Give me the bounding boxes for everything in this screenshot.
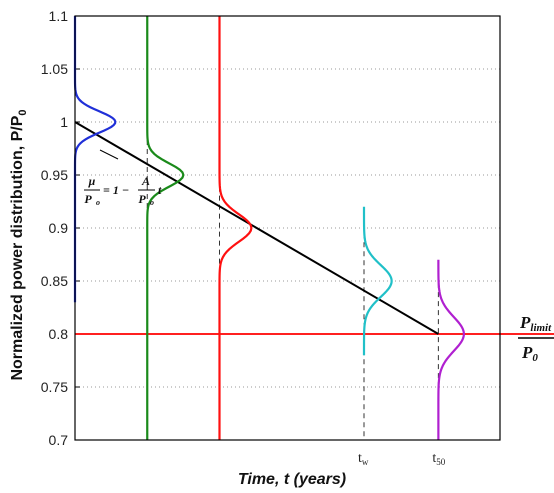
limit-den-sub: 0 bbox=[532, 352, 538, 364]
limit-num-sub: limit bbox=[530, 322, 552, 334]
limit-num: Plimit bbox=[519, 313, 552, 334]
distribution-curve bbox=[362, 206, 393, 356]
distribution-series bbox=[73, 16, 465, 440]
y-tick-label: 1.05 bbox=[41, 61, 68, 77]
distribution-curve bbox=[218, 16, 253, 440]
y-axis-title: Normalized power distribution, P/P0 bbox=[9, 109, 29, 380]
distribution-curve bbox=[437, 259, 465, 440]
y-tick-label: 0.9 bbox=[49, 220, 69, 236]
equation-pointer bbox=[99, 149, 119, 160]
y-tick-label: 1.1 bbox=[49, 8, 69, 24]
x-marker-sub: w bbox=[362, 457, 369, 467]
eq-mu: μ bbox=[88, 174, 96, 188]
limit-ratio-label: Plimit P0 bbox=[518, 313, 554, 364]
y-tick-label: 0.7 bbox=[49, 432, 69, 448]
y-axis-ticks: 0.7 0.75 0.8 0.85 0.9 0.95 1 1.05 1.1 bbox=[41, 8, 80, 448]
x-marker-sub: 50 bbox=[436, 457, 446, 467]
y-tick-label: 0.75 bbox=[41, 379, 68, 395]
y-tick-label: 0.85 bbox=[41, 273, 68, 289]
limit-den: P0 bbox=[521, 343, 538, 364]
limit-den-p: P bbox=[521, 343, 533, 362]
y-tick-label: 0.95 bbox=[41, 167, 68, 183]
eq-a: A bbox=[141, 174, 150, 188]
distribution-curve bbox=[73, 16, 117, 303]
x-marker-main: t bbox=[432, 451, 436, 466]
x-axis-markers: tw t50 bbox=[358, 451, 446, 467]
grid bbox=[75, 15, 500, 441]
x-axis-title: Time, t (years) bbox=[238, 471, 346, 488]
x-marker-main: t bbox=[358, 451, 362, 466]
y-tick-label: 1 bbox=[60, 114, 68, 130]
drop-lines bbox=[146, 140, 439, 440]
eq-p0-2-sub: o bbox=[150, 198, 154, 207]
trend-equation: μ P o = 1 − A P o t bbox=[84, 149, 162, 207]
eq-p0-2: P bbox=[138, 192, 146, 206]
y-axis-title-sub: 0 bbox=[17, 109, 29, 115]
x-marker-label: tw bbox=[358, 451, 369, 467]
distribution-curve bbox=[146, 16, 185, 440]
plot-frame bbox=[74, 15, 501, 441]
limit-num-p: P bbox=[519, 313, 531, 332]
eq-p0-1: P bbox=[84, 192, 92, 206]
x-marker-label: t50 bbox=[432, 451, 445, 467]
eq-t: t bbox=[158, 183, 162, 197]
y-tick-label: 0.8 bbox=[49, 326, 69, 342]
eq-rhs: = 1 − bbox=[103, 183, 129, 197]
eq-p0-1-sub: o bbox=[96, 198, 100, 207]
y-axis-title-text: Normalized power distribution, P/P bbox=[9, 115, 26, 380]
